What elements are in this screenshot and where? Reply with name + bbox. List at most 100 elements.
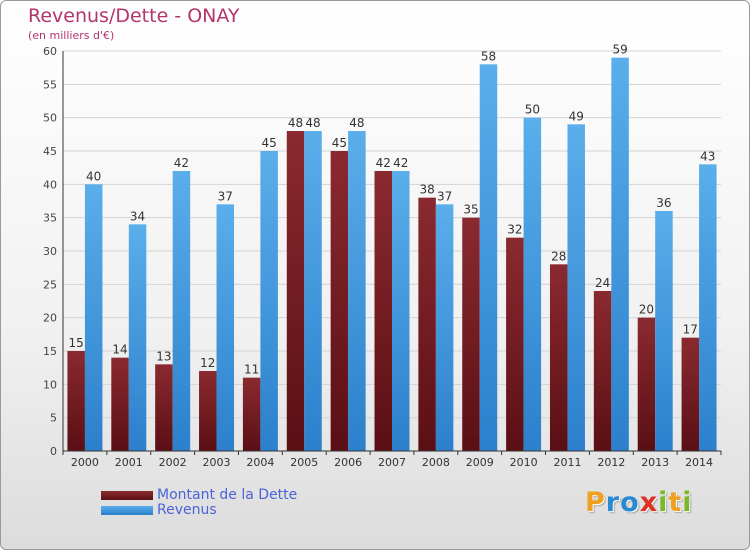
brand-letter: x xyxy=(639,487,659,518)
y-tick-label: 50 xyxy=(43,112,57,125)
brand-letter: P xyxy=(585,487,606,518)
data-label-revenus: 36 xyxy=(656,196,671,210)
x-tick-label: 2014 xyxy=(685,456,713,469)
y-tick-label: 20 xyxy=(43,312,57,325)
data-label-dette: 17 xyxy=(683,323,698,337)
chart-title: Revenus/Dette - ONAY xyxy=(28,5,240,27)
data-label-dette: 48 xyxy=(288,116,303,130)
bar-dette xyxy=(506,237,524,451)
bar-dette xyxy=(549,264,568,451)
bar-dette xyxy=(111,357,129,451)
data-label-dette: 13 xyxy=(156,349,171,363)
y-tick-label: 15 xyxy=(43,345,57,358)
data-label-revenus: 37 xyxy=(437,189,452,203)
data-label-revenus: 34 xyxy=(130,209,145,223)
brand-letter: i xyxy=(682,487,693,518)
y-tick-label: 60 xyxy=(43,45,57,58)
bar-revenus xyxy=(655,211,673,451)
bar-dette xyxy=(462,217,480,451)
data-label-dette: 24 xyxy=(595,276,610,290)
x-tick-label: 2006 xyxy=(334,456,362,469)
legend-label-debt: Montant de la Dette xyxy=(157,487,298,503)
data-label-revenus: 59 xyxy=(612,43,627,57)
x-tick-label: 2003 xyxy=(203,456,231,469)
bar-revenus xyxy=(260,151,278,451)
bar-revenus xyxy=(172,171,191,451)
data-label-revenus: 49 xyxy=(569,109,584,123)
bar-revenus xyxy=(479,64,498,452)
x-tick-label: 2004 xyxy=(246,456,274,469)
x-tick-label: 2000 xyxy=(71,456,99,469)
y-tick-label: 35 xyxy=(43,212,57,225)
data-label-dette: 38 xyxy=(419,183,434,197)
data-label-revenus: 40 xyxy=(86,169,101,183)
x-tick-label: 2013 xyxy=(641,456,669,469)
x-tick-label: 2002 xyxy=(159,456,187,469)
bar-revenus xyxy=(567,124,585,451)
bar-revenus xyxy=(128,224,147,451)
legend-swatch-revenus xyxy=(101,506,153,515)
x-tick-label: 2008 xyxy=(422,456,450,469)
bar-revenus xyxy=(523,117,542,452)
y-tick-label: 5 xyxy=(50,412,57,425)
bar-dette xyxy=(67,351,85,451)
bar-dette xyxy=(286,131,305,451)
data-label-revenus: 43 xyxy=(700,149,715,163)
data-label-revenus: 42 xyxy=(174,156,189,170)
bar-dette xyxy=(681,337,700,451)
data-label-dette: 28 xyxy=(551,249,566,263)
bar-revenus xyxy=(435,204,454,451)
bar-revenus xyxy=(699,164,717,452)
chart-subtitle: (en milliers d'€) xyxy=(28,29,115,42)
y-tick-label: 0 xyxy=(50,445,57,458)
bar-dette xyxy=(242,377,261,451)
data-label-revenus: 58 xyxy=(481,49,496,63)
x-tick-label: 2009 xyxy=(466,456,494,469)
data-label-dette: 35 xyxy=(463,203,478,217)
data-label-dette: 14 xyxy=(112,343,127,357)
brand-letter: i xyxy=(658,487,669,518)
bar-dette xyxy=(155,364,173,451)
bar-revenus xyxy=(84,184,103,452)
data-label-dette: 32 xyxy=(507,223,522,237)
bar-dette xyxy=(199,371,217,451)
x-tick-label: 2007 xyxy=(378,456,406,469)
x-tick-label: 2010 xyxy=(510,456,538,469)
bar-revenus xyxy=(216,204,235,451)
bar-revenus xyxy=(348,131,366,451)
y-tick-label: 25 xyxy=(43,278,57,291)
data-label-dette: 11 xyxy=(244,363,259,377)
bar-dette xyxy=(418,197,436,451)
legend-label-revenus: Revenus xyxy=(157,502,217,518)
x-tick-label: 2011 xyxy=(553,456,581,469)
x-tick-label: 2012 xyxy=(597,456,625,469)
bar-revenus xyxy=(304,131,322,451)
data-label-dette: 12 xyxy=(200,356,215,370)
data-label-dette: 45 xyxy=(332,136,347,150)
brand-letter: r xyxy=(605,487,621,518)
data-label-revenus: 37 xyxy=(218,189,233,203)
brand-letter: o xyxy=(620,487,640,518)
brand-logo: Proxiti xyxy=(585,487,693,518)
bar-dette xyxy=(374,171,392,451)
bar-dette xyxy=(593,291,612,451)
bar-revenus xyxy=(611,57,629,452)
bar-dette xyxy=(330,151,349,451)
y-tick-label: 40 xyxy=(43,178,57,191)
bar-dette xyxy=(637,317,656,451)
data-label-revenus: 42 xyxy=(393,156,408,170)
data-label-revenus: 48 xyxy=(349,116,364,130)
data-label-revenus: 50 xyxy=(525,103,540,117)
data-label-dette: 15 xyxy=(69,336,84,350)
data-label-dette: 42 xyxy=(376,156,391,170)
data-label-revenus: 48 xyxy=(305,116,320,130)
x-tick-label: 2005 xyxy=(290,456,318,469)
y-tick-label: 55 xyxy=(43,78,57,91)
brand-letter: t xyxy=(668,487,683,518)
legend-swatch-debt xyxy=(101,491,153,500)
data-label-revenus: 45 xyxy=(262,136,277,150)
bar-revenus xyxy=(392,171,410,451)
x-tick-label: 2001 xyxy=(115,456,143,469)
